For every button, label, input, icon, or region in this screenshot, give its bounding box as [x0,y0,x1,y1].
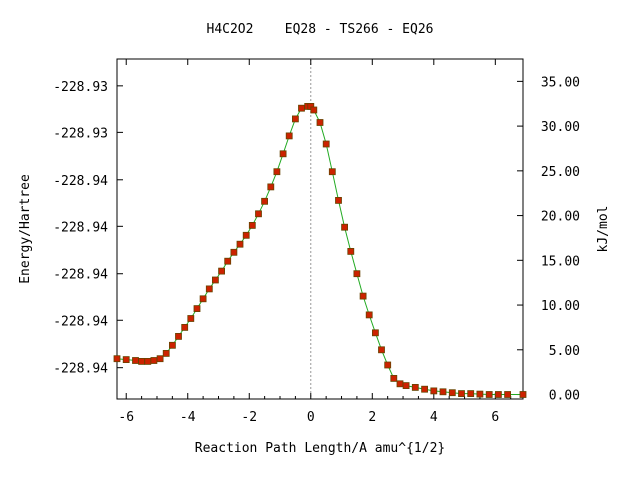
data-point [224,257,232,265]
y-tick-label: -228.93 [53,126,108,141]
data-point [291,115,299,123]
data-point [193,305,201,313]
y2-tick-label: 10.00 [541,299,580,314]
data-point [411,383,419,391]
data-point [211,276,219,284]
y2-tick-label: 30.00 [541,120,580,135]
x-axis-label: Reaction Path Length/A amu^{1/2} [195,441,445,456]
data-point [279,150,287,158]
data-point [242,231,250,239]
plot-frame [116,58,524,400]
data-point [328,168,336,176]
y2-tick-label: 35.00 [541,75,580,90]
data-point [322,140,330,148]
data-point [205,285,213,293]
y-tick-label: -228.94 [53,268,108,283]
data-point [255,210,262,218]
data-point [267,183,275,191]
data-point [138,357,146,365]
data-point [430,387,438,395]
data-point [396,380,404,388]
y-tick-label: -228.94 [53,362,108,377]
y2-axis-label: kJ/mol [596,206,611,253]
data-point [261,197,269,205]
y2-tick-label: 25.00 [541,165,580,180]
data-point [168,341,176,349]
data-point [421,385,429,393]
data-point [175,332,182,340]
y-tick-label: -228.93 [53,80,108,95]
data-point [316,119,324,126]
y2-tick-label: 15.00 [541,254,580,269]
data-point [365,311,373,319]
data-point [448,389,456,397]
data-point [347,247,355,255]
data-point [248,221,256,229]
x-tick-label: -2 [241,410,257,425]
y2-tick-label: 5.00 [549,344,580,359]
data-point [236,240,244,248]
data-point [353,270,361,278]
data-point [519,391,527,398]
y-tick-label: -228.94 [53,220,108,235]
data-point [402,382,410,390]
y-tick-label: -228.94 [53,314,108,329]
data-point [122,356,130,364]
data-point [494,391,502,398]
data-point [485,391,493,398]
data-point [144,357,152,365]
data-point [378,346,385,354]
data-point [310,106,318,114]
x-tick-label: 6 [491,410,499,425]
energy-curve [116,105,523,395]
y2-tick-label: 20.00 [541,210,580,225]
data-point [504,391,512,398]
x-tick-label: 2 [368,410,376,425]
data-point [285,132,293,140]
data-point [273,168,281,176]
data-point [150,357,158,364]
x-tick-label: -6 [118,410,134,425]
data-point [199,295,207,303]
data-point [132,357,139,364]
data-point [162,349,170,357]
y2-tick-label: 0.00 [549,389,580,404]
x-tick-label: 0 [307,410,315,425]
data-point [371,329,379,337]
x-tick-label: 4 [430,410,438,425]
data-point [384,361,392,369]
data-point [341,223,349,231]
x-tick-label: -4 [180,410,196,425]
data-point [298,104,305,112]
data-point [335,196,342,204]
data-point [467,390,475,398]
data-point [476,390,484,398]
data-point [439,388,447,396]
data-point [218,267,226,275]
data-point [390,374,398,382]
data-point [359,292,367,300]
chart-title: H4C2O2 EQ28 - TS266 - EQ26 [207,22,434,37]
data-point [156,355,164,363]
y-axis-label: Energy/Hartree [18,174,33,284]
data-point [113,355,121,363]
data-point [230,248,238,256]
data-point [181,323,189,331]
data-point [458,390,465,398]
data-point [187,315,195,322]
y-tick-label: -228.94 [53,174,108,189]
